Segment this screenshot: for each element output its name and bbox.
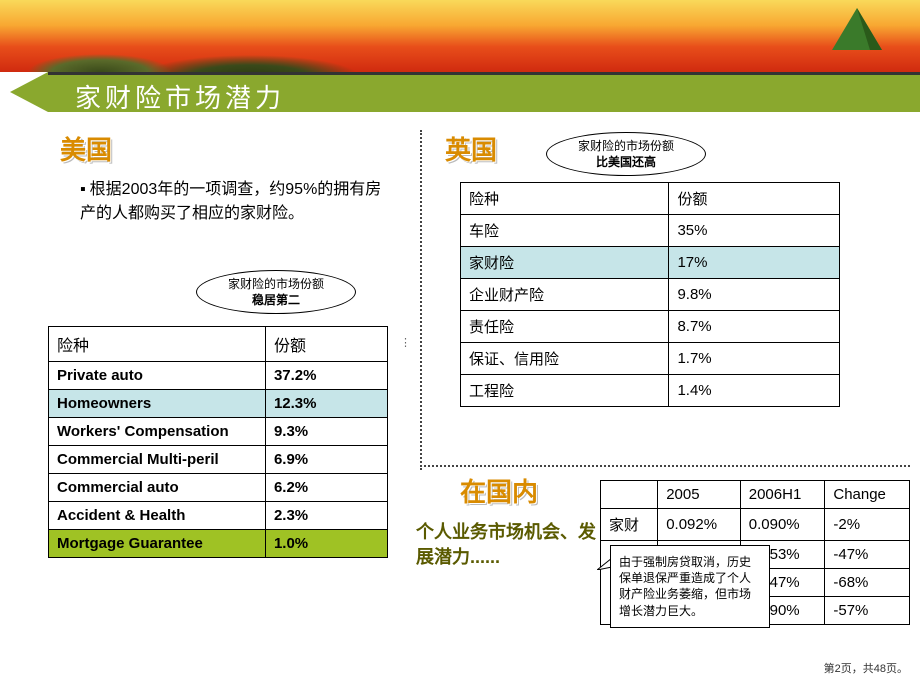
table-cell: 2.3% bbox=[265, 502, 387, 530]
table-cell: Commercial Multi-peril bbox=[49, 446, 266, 474]
table-cell: 9.3% bbox=[265, 418, 387, 446]
body-us: ▪根据2003年的一项调查，约95%的拥有房产的人都购买了相应的家财险。 bbox=[80, 178, 385, 226]
table-header: Change bbox=[825, 481, 910, 509]
table-cell: 6.9% bbox=[265, 446, 387, 474]
table-cell: 家财险 bbox=[461, 247, 669, 279]
table-header: 险种 bbox=[49, 327, 266, 362]
mountain-shape bbox=[0, 22, 360, 72]
table-cell: 6.2% bbox=[265, 474, 387, 502]
table-cell: 9.8% bbox=[669, 279, 840, 311]
table-header bbox=[601, 481, 658, 509]
table-cell: 1.7% bbox=[669, 343, 840, 375]
table-header: 2005 bbox=[658, 481, 741, 509]
horizontal-divider bbox=[420, 465, 910, 467]
content-area: 美国 ▪根据2003年的一项调查，约95%的拥有房产的人都购买了相应的家财险。 … bbox=[0, 120, 920, 680]
heading-us: 美国 bbox=[60, 130, 112, 167]
heading-cn: 在国内 bbox=[460, 472, 538, 509]
table-cell: 17% bbox=[669, 247, 840, 279]
callout-uk-top: 家财险的市场份额 bbox=[578, 139, 674, 153]
table-cell: Homeowners bbox=[49, 390, 266, 418]
table-cell: 车险 bbox=[461, 215, 669, 247]
table-cell: 8.7% bbox=[669, 311, 840, 343]
vertical-divider bbox=[420, 130, 422, 470]
table-cell: 37.2% bbox=[265, 362, 387, 390]
table-header: 险种 bbox=[461, 183, 669, 215]
table-cell: 12.3% bbox=[265, 390, 387, 418]
table-cell: Private auto bbox=[49, 362, 266, 390]
table-cell: 1.4% bbox=[669, 375, 840, 407]
table-header: 份额 bbox=[669, 183, 840, 215]
ellipsis-icon: ⋮ bbox=[400, 336, 411, 349]
table-cell: 工程险 bbox=[461, 375, 669, 407]
table-cell: -68% bbox=[825, 569, 910, 597]
table-cell: 35% bbox=[669, 215, 840, 247]
table-header: 2006H1 bbox=[740, 481, 825, 509]
title-arrow-icon bbox=[10, 72, 48, 112]
table-cell: -57% bbox=[825, 597, 910, 625]
table-cell: -2% bbox=[825, 509, 910, 541]
hero-banner bbox=[0, 0, 920, 72]
table-cell: Commercial auto bbox=[49, 474, 266, 502]
table-cell: 0.092% bbox=[658, 509, 741, 541]
callout-us-top: 家财险的市场份额 bbox=[228, 277, 324, 291]
table-us: 险种份额Private auto37.2%Homeowners12.3%Work… bbox=[48, 326, 388, 558]
table-cell: 1.0% bbox=[265, 530, 387, 558]
callout-uk: 家财险的市场份额 比美国还高 bbox=[546, 132, 706, 176]
table-cell: 责任险 bbox=[461, 311, 669, 343]
heading-uk: 英国 bbox=[445, 130, 497, 167]
table-cell: Workers' Compensation bbox=[49, 418, 266, 446]
callout-us: 家财险的市场份额 稳居第二 bbox=[196, 270, 356, 314]
body-us-text: 根据2003年的一项调查，约95%的拥有房产的人都购买了相应的家财险。 bbox=[80, 181, 381, 222]
callout-us-bot: 稳居第二 bbox=[197, 293, 355, 309]
callout-uk-bot: 比美国还高 bbox=[547, 155, 705, 171]
table-cell: 0.090% bbox=[740, 509, 825, 541]
pager: 第2页，共48页。 bbox=[824, 660, 908, 676]
title-bar: 家财险市场潜力 bbox=[0, 72, 920, 120]
table-cell: Mortgage Guarantee bbox=[49, 530, 266, 558]
table-cell: 保证、信用险 bbox=[461, 343, 669, 375]
table-cell: 企业财产险 bbox=[461, 279, 669, 311]
speech-bubble: 由于强制房贷取消，历史保单退保严重造成了个人财产险业务萎缩，但市场增长潜力巨大。 bbox=[610, 545, 770, 628]
note-cn: 个人业务市场机会、发展潜力...... bbox=[416, 520, 596, 570]
table-header: 份额 bbox=[265, 327, 387, 362]
table-uk: 险种份额车险35%家财险17%企业财产险9.8%责任险8.7%保证、信用险1.7… bbox=[460, 182, 840, 407]
logo-triangle-icon bbox=[830, 6, 884, 52]
table-cell: Accident & Health bbox=[49, 502, 266, 530]
page-title: 家财险市场潜力 bbox=[75, 78, 285, 115]
table-cell: 家财 bbox=[601, 509, 658, 541]
table-cell: -47% bbox=[825, 541, 910, 569]
